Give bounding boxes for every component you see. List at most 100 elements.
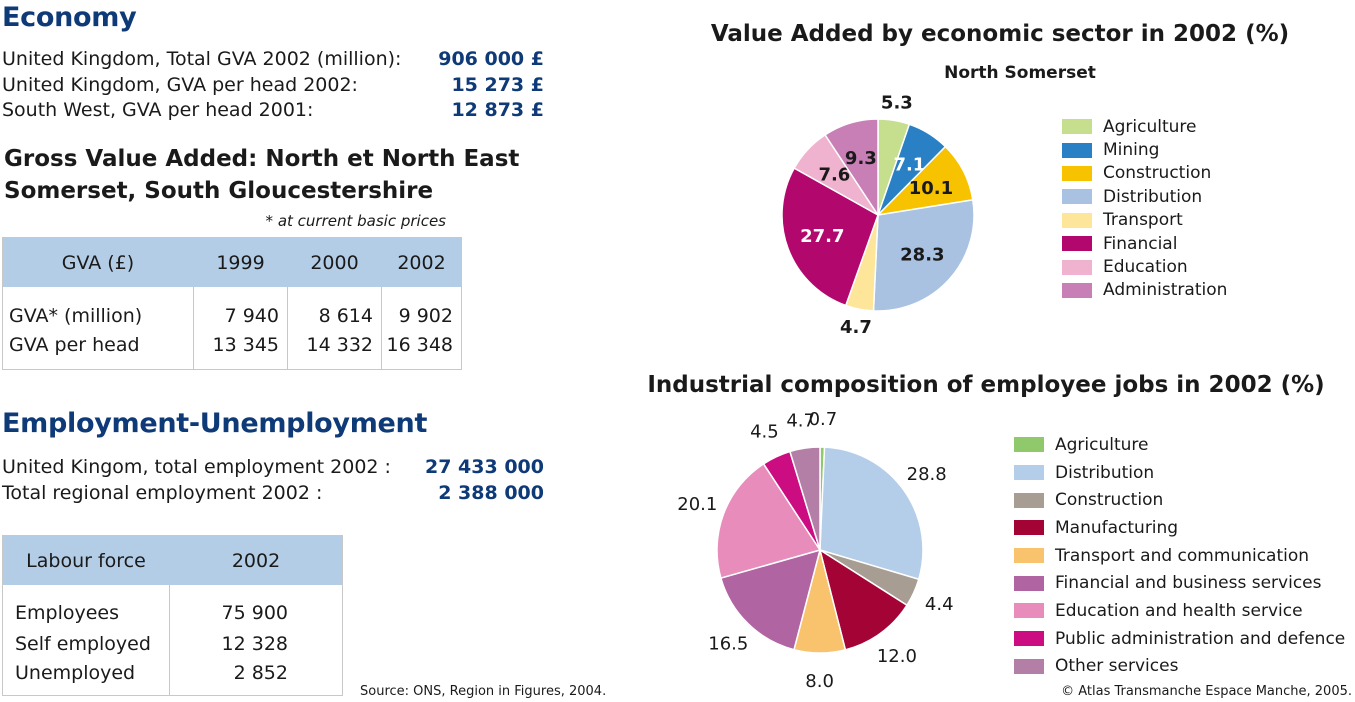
legend-item-transport-and-communication: Transport and communication	[1014, 542, 1345, 570]
labour-table: Labour force 2002 Employees 75 900 Self …	[2, 535, 343, 696]
stat-label: United Kingom, total employment 2002 :	[2, 456, 391, 478]
gva-table: GVA (£) 1999 2000 2002 GVA* (million) 7 …	[2, 237, 462, 370]
table-cell: Employees	[2, 585, 170, 626]
data-label-education-and-health-service: 20.1	[677, 494, 717, 515]
table-row: Unemployed 2 852	[2, 659, 343, 696]
stat-value: 12 873 £	[451, 99, 544, 121]
table-header: GVA (£)	[2, 237, 194, 287]
legend-label: Transport	[1103, 210, 1183, 231]
table-header-row: Labour force 2002	[2, 535, 343, 585]
data-label-public-administration-and-defence: 4.5	[750, 421, 779, 442]
legend-item-education: Education	[1062, 255, 1227, 278]
table-header: 2000	[287, 237, 382, 287]
pie-slice-manufacturing	[818, 548, 908, 651]
legend-item-mining: Mining	[1062, 138, 1227, 161]
pie-chart-employee-jobs: 0.7 28.8 4.4 12.0 8.0 16.5 20.1 4.5 4.7	[677, 409, 954, 692]
stat-label: United Kingdom, GVA per head 2002:	[2, 74, 358, 96]
source-note: Source: ONS, Region in Figures, 2004.	[360, 684, 607, 699]
chart2-legend: Agriculture Distribution Construction Manuf…	[1014, 431, 1345, 680]
gva-title-line1: Gross Value Added: North et North East	[4, 146, 520, 172]
data-label-distribution: 28.8	[907, 464, 947, 485]
gva-title-line2: Somerset, South Gloucestershire	[4, 178, 434, 204]
legend-item-financial-and-business-services: Financial and business services	[1014, 569, 1345, 597]
table-cell: 9 902	[398, 305, 453, 327]
legend-item-agriculture: Agriculture	[1062, 115, 1227, 138]
legend-label: Manufacturing	[1055, 517, 1179, 538]
table-header: 2002	[169, 535, 343, 585]
legend-label: Agriculture	[1055, 434, 1149, 455]
legend-label: Education and health service	[1055, 600, 1303, 621]
data-label-distribution: 28.3	[900, 245, 944, 266]
legend-swatch	[1062, 259, 1092, 275]
table-cell: 8 614	[287, 287, 382, 329]
legend-swatch	[1062, 212, 1092, 228]
legend-swatch	[1014, 465, 1044, 481]
legend-item-education-and-health-service: Education and health service	[1014, 597, 1345, 625]
legend-item-public-administration-and-defence: Public administration and defence	[1014, 625, 1345, 653]
legend-label: Financial and business services	[1055, 573, 1322, 594]
table-header: Labour force	[2, 535, 170, 585]
legend-swatch	[1014, 437, 1044, 453]
legend-label: Mining	[1103, 140, 1160, 161]
table-row: GVA* (million) 7 940 8 614 9 902	[2, 287, 462, 329]
stat-label: Total regional employment 2002 :	[2, 482, 323, 504]
chart1-title: Value Added by economic sector in 2002 (…	[710, 21, 1290, 47]
legend-item-construction: Construction	[1014, 486, 1345, 514]
legend-label: Agriculture	[1103, 116, 1197, 137]
legend-item-distribution: Distribution	[1014, 459, 1345, 487]
data-label-transport-and-communication: 8.0	[805, 671, 834, 692]
legend-swatch	[1062, 189, 1092, 205]
legend-item-distribution: Distribution	[1062, 185, 1227, 208]
data-label-construction: 4.4	[925, 594, 954, 615]
table-cell: 16 348	[386, 334, 453, 356]
data-label-manufacturing: 12.0	[877, 646, 917, 667]
data-label-financial-and-business-services: 16.5	[708, 634, 748, 655]
data-label-other-services: 4.7	[786, 410, 815, 431]
copyright-note: © Atlas Transmanche Espace Manche, 2005.	[1061, 684, 1352, 699]
table-header: 2002	[381, 237, 462, 287]
legend-swatch	[1014, 548, 1044, 564]
legend-swatch	[1062, 165, 1092, 181]
legend-item-administration: Administration	[1062, 279, 1227, 302]
legend-label: Transport and communication	[1055, 545, 1310, 566]
legend-swatch	[1014, 575, 1044, 591]
data-label-administration: 9.3	[845, 148, 877, 169]
legend-label: Distribution	[1103, 186, 1203, 207]
table-cell: 13 345	[193, 329, 288, 370]
data-label-construction: 10.1	[909, 178, 953, 199]
stat-value: 2 388 000	[438, 482, 544, 504]
pie-slice-distribution	[872, 198, 975, 312]
legend-label: Other services	[1055, 656, 1179, 677]
employment-title: Employment-Unemployment	[2, 408, 428, 439]
legend-item-construction: Construction	[1062, 162, 1227, 185]
table-cell: 7 940	[193, 287, 288, 329]
legend-swatch	[1062, 236, 1092, 252]
legend-item-manufacturing: Manufacturing	[1014, 514, 1345, 542]
table-cell: GVA* (million)	[2, 287, 194, 329]
legend-label: Construction	[1055, 490, 1164, 511]
table-cell: 14 332	[287, 329, 382, 370]
legend-label: Financial	[1103, 233, 1178, 254]
table-cell: 2 852	[233, 662, 288, 684]
gva-title: Gross Value Added: North et North East S…	[4, 143, 519, 207]
data-label-financial: 27.7	[800, 226, 844, 247]
legend-label: Construction	[1103, 163, 1212, 184]
table-cell: 12 328	[221, 632, 288, 655]
legend-item-transport: Transport	[1062, 209, 1227, 232]
table-header-row: GVA (£) 1999 2000 2002	[2, 237, 462, 287]
legend-label: Distribution	[1055, 462, 1155, 483]
table-cell: 75 900	[221, 601, 288, 624]
stat-value: 15 273 £	[451, 74, 544, 96]
legend-swatch	[1014, 520, 1044, 536]
pie-slice-financial	[781, 167, 879, 307]
data-label-mining: 7.1	[893, 154, 925, 175]
stat-value: 27 433 000	[425, 456, 544, 478]
table-cell: GVA per head	[2, 329, 194, 370]
economy-title: Economy	[2, 2, 137, 33]
data-label-education: 7.6	[818, 164, 850, 185]
chart1-legend: Agriculture Mining Construction Distributio…	[1062, 115, 1227, 302]
legend-label: Public administration and defence	[1055, 628, 1346, 649]
chart2-title: Industrial composition of employee jobs …	[647, 372, 1325, 398]
legend-item-agriculture: Agriculture	[1014, 431, 1345, 459]
legend-label: Education	[1103, 257, 1188, 278]
